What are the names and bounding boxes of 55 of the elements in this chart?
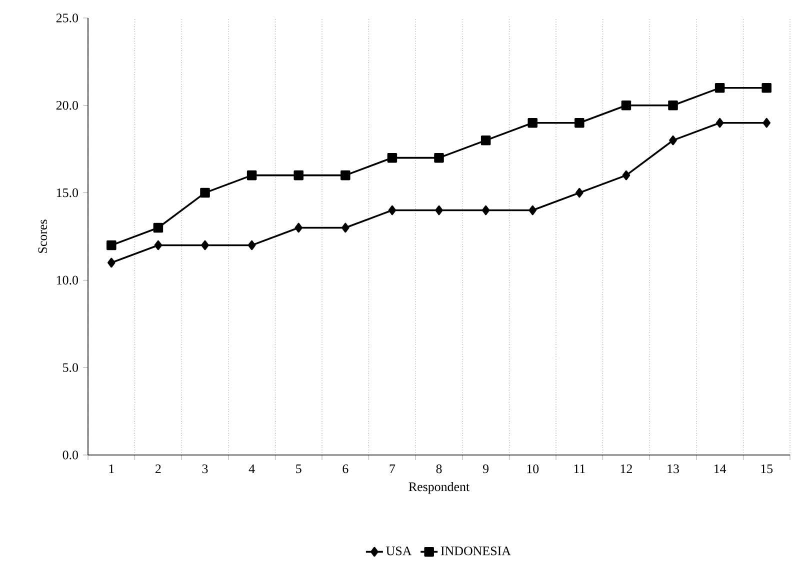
point (154, 240, 162, 250)
y-tick-label: 10.0 (56, 276, 78, 285)
point (153, 222, 164, 233)
point (622, 170, 630, 180)
point (106, 240, 116, 250)
point (200, 188, 210, 198)
x-tick-label: 13 (668, 464, 679, 474)
point (435, 205, 443, 216)
point (716, 118, 724, 128)
point (528, 118, 538, 128)
y-axis-title: Scores (38, 220, 48, 253)
x-tick-label: 5 (296, 464, 302, 474)
point (201, 240, 209, 250)
point (762, 118, 770, 128)
point (294, 170, 304, 180)
x-tick-label: 12 (620, 464, 632, 474)
point (294, 222, 302, 233)
x-tick-label: 2 (156, 464, 161, 474)
point (621, 100, 632, 110)
point (576, 188, 584, 198)
point (246, 170, 257, 180)
x-tick-label: 10 (527, 464, 539, 474)
x-tick-label: 6 (342, 464, 348, 474)
y-tick-label: 25.0 (56, 14, 78, 22)
point (668, 100, 678, 110)
point (340, 170, 350, 180)
y-tick-label: 0.0 (62, 450, 78, 460)
point (342, 222, 350, 233)
legend-label: INDONESIA (440, 546, 511, 556)
x-tick-label: 8 (436, 464, 442, 474)
x-tick-label: 4 (248, 464, 255, 474)
point (388, 205, 396, 216)
point (528, 205, 536, 216)
point (248, 240, 256, 250)
point (108, 258, 116, 268)
point (482, 205, 490, 216)
x-tick-label: 7 (390, 464, 396, 473)
point (387, 152, 398, 163)
y-tick-label: 5.0 (63, 363, 78, 372)
x-tick-label: 14 (714, 464, 726, 474)
point (480, 135, 491, 146)
x-tick-label: 1 (109, 464, 114, 474)
x-tick-label: 11 (574, 464, 585, 474)
x-axis-title: Respondent (408, 482, 470, 494)
x-tick-label: 15 (761, 464, 773, 474)
point (434, 152, 444, 163)
y-tick-label: 15.0 (56, 188, 78, 198)
legend-label: USA (386, 546, 412, 556)
x-tick-label: 3 (202, 464, 208, 474)
x-tick-label: 9 (482, 464, 489, 474)
point (574, 118, 584, 128)
point (762, 83, 772, 93)
point (714, 83, 725, 93)
point (669, 135, 677, 146)
y-tick-label: 20.0 (56, 100, 78, 110)
